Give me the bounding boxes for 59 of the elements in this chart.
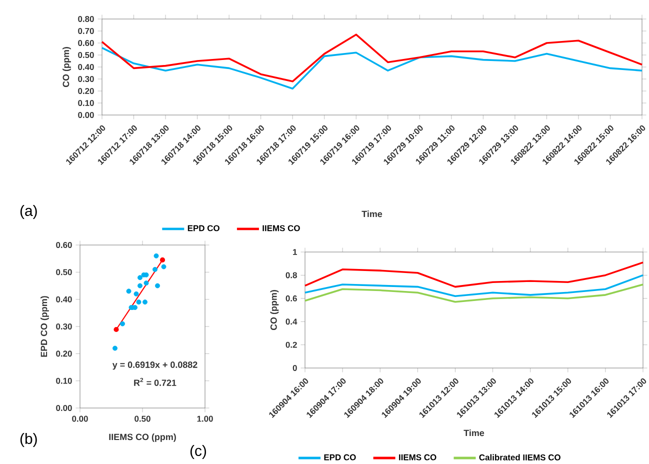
point [155, 283, 160, 288]
x-axis-title: Time [464, 430, 484, 436]
legend-label: IIEMS CO [262, 225, 300, 232]
point [138, 283, 142, 288]
annotation: R$^{2}$ = 0.721 [134, 378, 176, 386]
point [126, 288, 132, 294]
x-axis-title: IIEMS CO (ppm) [109, 434, 176, 442]
line-series [101, 34, 643, 82]
point [112, 346, 118, 351]
y-axis-title: EPD CO (ppm) [40, 296, 49, 357]
y-tick-label: 0.50 [56, 269, 72, 276]
y-tick-label: 0.50 [78, 52, 94, 58]
point [161, 264, 166, 270]
y-tick-label: 0.2 [286, 342, 297, 348]
y-axis-title: CO (ppm) [270, 290, 279, 330]
x-axis-title: Time [362, 210, 382, 218]
y-tick-label: 0.10 [78, 100, 94, 106]
legend-label: EPD CO [324, 454, 356, 460]
line-series [304, 262, 644, 288]
y-tick-label: 0.00 [56, 405, 72, 411]
y-tick-label: 0.20 [78, 88, 94, 94]
y-tick-label: 0.40 [56, 296, 72, 302]
point [136, 300, 142, 305]
point [120, 321, 125, 326]
text: (a) [20, 205, 37, 219]
y-tick-label: 0.8 [286, 272, 297, 278]
point [134, 291, 139, 296]
y-tick-label: 1 [293, 249, 297, 255]
y-tick-label: 0.80 [78, 16, 94, 22]
line-series [304, 284, 644, 303]
legend-label: Calibrated IIEMS CO [479, 454, 560, 460]
x-tick-label: 1.00 [197, 416, 213, 422]
y-tick-label: 0.30 [56, 324, 72, 330]
point [160, 257, 166, 262]
y-tick-label: 0.6 [286, 295, 297, 302]
y-axis-title: CO (ppm) [62, 47, 71, 88]
point [142, 300, 148, 305]
legend-label: EPD CO [188, 225, 220, 232]
y-tick-label: 0.30 [78, 76, 94, 82]
annotation: y = 0.6919x + 0.0882 [112, 362, 198, 370]
x-tick-label: 0.50 [134, 416, 150, 422]
x-tick-label: 0.00 [72, 416, 88, 422]
y-tick-label: 0 [292, 365, 297, 371]
y-tick-label: 0.60 [78, 40, 94, 46]
point [114, 326, 119, 332]
y-tick-label: 0.70 [78, 28, 94, 34]
y-tick-label: 0.10 [56, 378, 72, 384]
legend-label: IIEMS CO [399, 454, 436, 460]
point [154, 253, 159, 258]
text: (b) [20, 433, 37, 447]
point [138, 275, 142, 280]
text: (c) [190, 445, 206, 459]
y-tick-label: 0.4 [286, 318, 298, 325]
point [152, 266, 158, 272]
y-tick-label: 0.40 [78, 64, 94, 70]
y-tick-label: 0.20 [56, 350, 72, 357]
point [144, 280, 149, 286]
y-tick-label: 0.60 [56, 242, 72, 248]
y-tick-label: 0.00 [78, 112, 94, 118]
